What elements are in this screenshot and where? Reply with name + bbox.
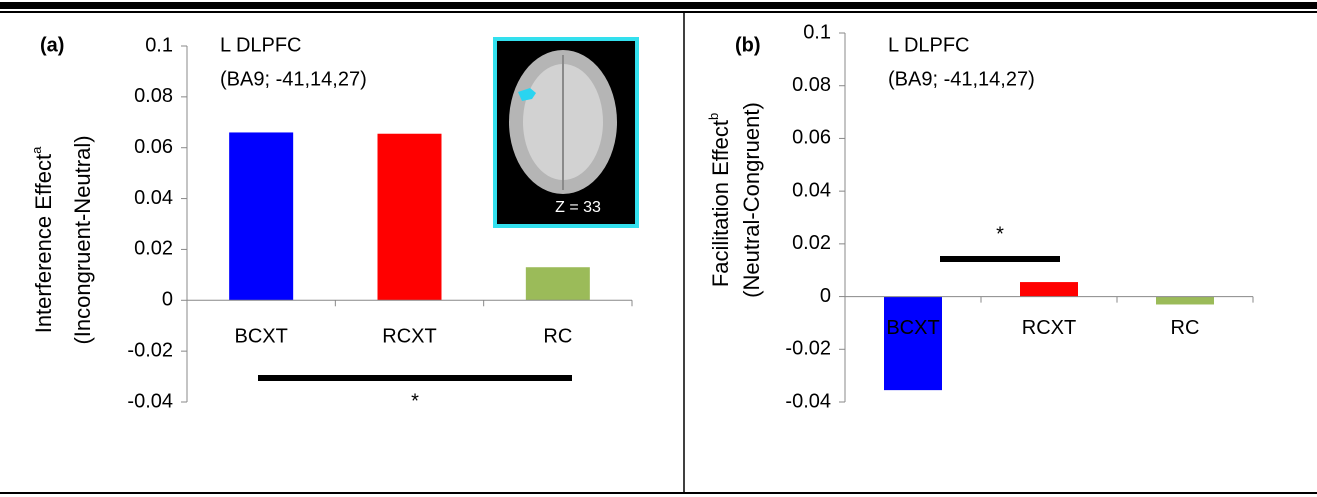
y-label-superscript: b	[706, 113, 721, 120]
y-tick-label: 0.02	[792, 232, 831, 254]
y-tick-label: -0.04	[785, 390, 831, 412]
y-label-text: Facilitation Effect	[708, 120, 733, 287]
y-label-line: (Incongruent-Neutral)	[70, 135, 95, 344]
panel-label: (a)	[40, 34, 64, 56]
x-tick-label: RCXT	[382, 326, 436, 348]
y-label-line: (Neutral-Congruent)	[739, 102, 764, 298]
significance-marker: *	[996, 223, 1004, 245]
y-label-line: Interference Effecta	[29, 146, 55, 333]
inset-label: Z = 33	[555, 199, 601, 216]
bar	[1156, 297, 1214, 305]
chart-title: L DLPFC	[220, 34, 302, 56]
y-tick-label: 0.02	[134, 238, 173, 260]
y-tick-label: 0.06	[134, 136, 173, 158]
bottom-rule	[0, 492, 1317, 494]
y-tick-label: -0.02	[127, 339, 173, 361]
y-tick-label: 0.06	[792, 127, 831, 149]
bar	[1020, 282, 1078, 296]
y-tick-label: 0.04	[792, 179, 831, 201]
figure: Z = 33 (a) L DLPFC (BA9; -41,14,27) Interfe…	[0, 0, 1317, 497]
x-tick-label: BCXT	[234, 326, 287, 348]
bar	[526, 267, 590, 300]
y-tick-label: 0.1	[803, 21, 831, 43]
top-rule-thin	[0, 11, 1317, 13]
y-label: Interference Effecta (Incongruent-Neutral…	[29, 135, 94, 344]
y-label-text: Interference Effect	[31, 154, 56, 333]
x-tick-label: BCXT	[886, 317, 939, 339]
y-label-line: Facilitation Effectb	[706, 113, 732, 287]
x-tick-label: RC	[543, 326, 572, 348]
bar	[884, 297, 942, 391]
page: {"chart_data": [ {"type": "bar", "panel_…	[0, 0, 1317, 497]
chart-title: L DLPFC	[888, 34, 970, 56]
y-tick-label: 0	[820, 285, 831, 307]
y-tick-label: 0.08	[792, 74, 831, 96]
bar	[378, 134, 442, 301]
y-label-superscript: a	[29, 146, 44, 154]
significance-marker: *	[411, 390, 419, 412]
x-tick-label: RC	[1171, 317, 1200, 339]
y-label: Facilitation Effectb (Neutral-Congruent)	[706, 102, 763, 298]
bar	[229, 132, 293, 300]
chart-title: (BA9; -41,14,27)	[220, 68, 367, 90]
top-rule	[0, 2, 1317, 9]
y-tick-label: 0.1	[145, 34, 173, 56]
y-tick-label: 0	[162, 289, 173, 311]
chart-title: (BA9; -41,14,27)	[888, 68, 1035, 90]
y-tick-label: -0.02	[785, 338, 831, 360]
y-tick-label: 0.08	[134, 85, 173, 107]
y-tick-label: 0.04	[134, 187, 173, 209]
x-tick-label: RCXT	[1022, 317, 1076, 339]
y-tick-label: -0.04	[127, 390, 173, 412]
inset-image: Z = 33	[495, 39, 637, 226]
panel-label: (b)	[735, 34, 761, 56]
